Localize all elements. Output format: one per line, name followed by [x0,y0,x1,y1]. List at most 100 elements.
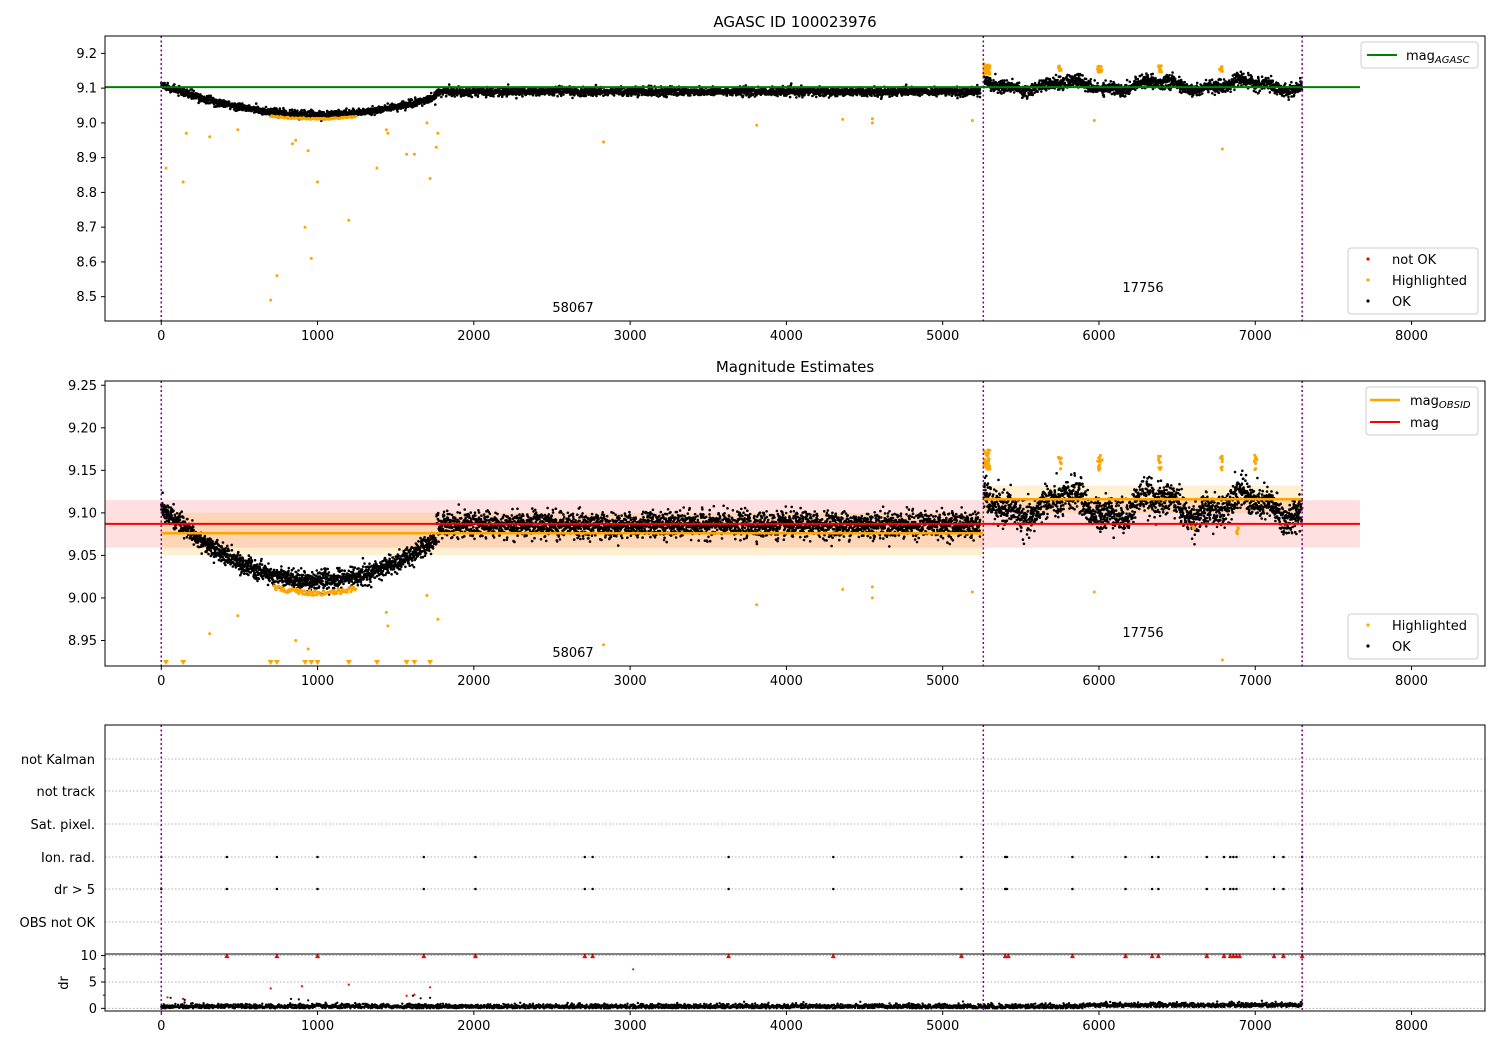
x-tick-label: 2000 [457,1019,490,1034]
lower-limit-marker [314,660,321,665]
dr-clipped-marker [590,953,596,959]
dr-clipped-marker [582,953,588,959]
panel-agasc-points [160,62,1304,302]
dr-clipped-marker [1280,953,1286,959]
x-tick-label: 3000 [614,329,647,344]
legend-notok-marker [1366,257,1370,261]
x-tick-label: 5000 [926,329,959,344]
y-tick-label: 9.15 [68,464,97,479]
dr-scattered-points [169,994,965,1003]
lower-limit-marker [373,660,380,665]
y-tick-label: 9.10 [68,506,97,521]
y-tick-label: 9.20 [68,421,97,436]
y-tick-label: 8.5 [76,290,97,305]
panel-agasc-axes: 0 1000 2000 3000 4000 5000 6000 7000 8000 8.5 8.6 8… [76,47,1428,344]
lower-limit-marker [302,660,309,665]
legend-notok-label: not OK [1392,253,1437,268]
highlighted-points [208,448,1259,662]
x-tick-label: 4000 [770,674,803,689]
legend-mag-label: mag [1410,416,1439,431]
y-tick-label: 10 [80,949,97,964]
panel-flags-points [160,725,1304,954]
legend-est-highlighted-label: Highlighted [1392,619,1467,634]
legend-est-ok-label: OK [1392,640,1411,655]
legend-agasc-sub: AGASC [1434,55,1470,66]
x-tick-label: 4000 [770,1019,803,1034]
y-tick-label: 9.0 [76,116,97,131]
dr-notok-points [166,968,635,1000]
lower-limit-marker [267,660,274,665]
panel-agasc-title: AGASC ID 100023976 [713,13,876,31]
x-tick-label: 1000 [301,329,334,344]
dr-clipped-marker [958,953,964,959]
legend-agasc-box [1360,41,1479,69]
lower-limit-marker [411,660,418,665]
y-tick-label: 8.7 [76,221,97,236]
y-tick-label: 9.00 [68,591,97,606]
y-tick-label: 8.8 [76,186,97,201]
panel-estimates-frame [104,380,1486,667]
dr-clipped-marker [1005,953,1011,959]
lower-limit-marker [427,660,434,665]
flag-row-label: not Kalman [21,753,95,768]
dr-clipped-marker [1204,953,1210,959]
x-tick-label: 3000 [614,1019,647,1034]
dr-clipped-marker [1123,953,1129,959]
x-tick-label: 4000 [770,329,803,344]
obsid-label-17756: 17756 [1122,281,1163,296]
legend-status-box [1347,247,1479,315]
dr-clipped-marker [1234,953,1240,959]
x-tick-label: 5000 [926,674,959,689]
dr-ok-points [160,999,1304,1010]
panel-dr: 0 1000 2000 3000 4000 5000 6000 7000 8000 0 5 10 dr [57,949,1486,1034]
legend-obsid-label: magOBSID [1410,394,1471,411]
dr-clipped-marker [1230,953,1236,959]
y-tick-label: 9.05 [68,549,97,564]
y-tick-label: 5 [89,975,97,990]
x-tick-label: 6000 [1082,329,1115,344]
dr-clipped-marker [1149,953,1155,959]
panel-flags-grid [105,758,1485,923]
x-tick-label: 8000 [1395,674,1428,689]
y-tick-label: 8.95 [68,634,97,649]
x-tick-label: 0 [157,674,165,689]
x-tick-label: 3000 [614,674,647,689]
panel-agasc: AGASC ID 100023976 58067 17756 0 1000 2000… [76,13,1486,344]
legend-ok-marker [1366,299,1370,303]
legend-ok-label: OK [1392,295,1411,310]
dr-clipped-marker [274,953,280,959]
lower-limit-marker [273,660,280,665]
lower-limit-marker [308,660,315,665]
dr-clipped-marker [315,953,321,959]
dr-clipped-marker [1237,953,1243,959]
legend-obsid-mag: mag [1410,394,1439,409]
panel-estimates-title: Magnitude Estimates [716,358,874,376]
panel-estimates-overlay [105,381,1360,666]
obsid-label-58067-est: 58067 [552,646,593,661]
legend-obsid-sub: OBSID [1439,400,1471,411]
lower-limit-marker [345,660,352,665]
x-tick-label: 2000 [457,329,490,344]
panel-agasc-frame [104,35,1486,322]
obsid-label-17756-est: 17756 [1122,626,1163,641]
flag-row-label: Ion. rad. [41,851,95,866]
legend-estimates-status-box [1347,613,1479,660]
x-tick-label: 6000 [1082,674,1115,689]
panel-dr-axes: 0 1000 2000 3000 4000 5000 6000 7000 8000 0 5 10 [80,949,1428,1034]
panel-dr-grid [105,955,1485,1009]
flag-row-label: dr > 5 [54,883,95,898]
x-tick-label: 1000 [301,674,334,689]
dr-clipped-marker [224,953,230,959]
x-tick-label: 2000 [457,674,490,689]
legend-agasc-mag: mag [1406,49,1435,64]
panel-flags-labels: not Kalman not track Sat. pixel. Ion. rad. d… [20,753,96,931]
panel-estimates: Magnitude Estimates 58067 17756 0 1000 200… [68,358,1486,689]
x-tick-label: 8000 [1395,1019,1428,1034]
x-tick-label: 7000 [1239,329,1272,344]
x-tick-label: 0 [157,1019,165,1034]
legend-status: not OK Highlighted OK [1347,247,1479,315]
lower-limit-marker [162,660,169,665]
dr-clipped-marker [472,953,478,959]
flag-row-label: OBS not OK [20,916,96,931]
